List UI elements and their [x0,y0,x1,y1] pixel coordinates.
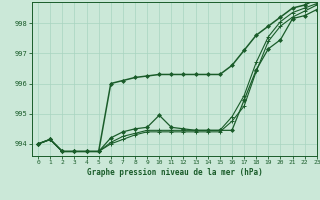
X-axis label: Graphe pression niveau de la mer (hPa): Graphe pression niveau de la mer (hPa) [86,168,262,177]
